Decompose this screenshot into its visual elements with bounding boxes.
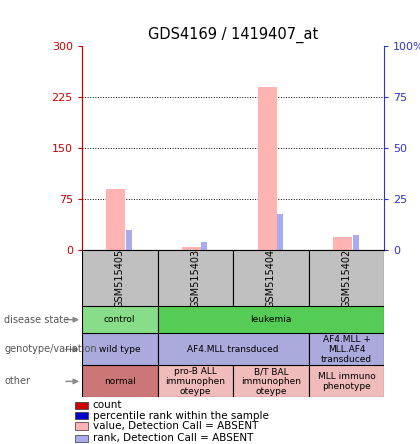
Bar — [82, 333, 158, 365]
Text: other: other — [4, 377, 30, 386]
Bar — [352, 235, 359, 250]
Bar — [309, 365, 384, 397]
Bar — [182, 247, 201, 250]
Bar — [75, 412, 88, 419]
Bar — [158, 365, 233, 397]
Bar — [233, 365, 309, 397]
Bar — [233, 250, 309, 306]
Text: leukemia: leukemia — [250, 315, 291, 324]
Bar — [75, 401, 88, 409]
Bar — [309, 333, 384, 365]
Text: pro-B ALL
immunophen
oteype: pro-B ALL immunophen oteype — [165, 367, 225, 396]
Bar — [158, 333, 309, 365]
Text: control: control — [104, 315, 135, 324]
Text: AF4.MLL +
MLL.AF4
transduced: AF4.MLL + MLL.AF4 transduced — [321, 335, 372, 364]
Text: wild type: wild type — [99, 345, 141, 354]
Text: AF4.MLL transduced: AF4.MLL transduced — [187, 345, 279, 354]
Bar — [158, 250, 233, 306]
Text: value, Detection Call = ABSENT: value, Detection Call = ABSENT — [92, 421, 258, 431]
Bar — [126, 230, 132, 250]
Text: percentile rank within the sample: percentile rank within the sample — [92, 411, 268, 420]
Bar — [277, 214, 283, 250]
Bar — [257, 87, 277, 250]
Text: genotype/variation: genotype/variation — [4, 345, 97, 354]
Bar — [82, 365, 158, 397]
Title: GDS4169 / 1419407_at: GDS4169 / 1419407_at — [148, 27, 318, 44]
Text: count: count — [92, 400, 122, 410]
Text: GSM515405: GSM515405 — [115, 249, 125, 308]
Bar — [75, 435, 88, 442]
Text: rank, Detection Call = ABSENT: rank, Detection Call = ABSENT — [92, 433, 253, 444]
Bar — [158, 306, 384, 333]
Text: GSM515403: GSM515403 — [190, 249, 200, 308]
Text: disease state: disease state — [4, 315, 69, 325]
Text: MLL immuno
phenotype: MLL immuno phenotype — [318, 372, 375, 391]
Bar — [82, 250, 158, 306]
Bar — [82, 306, 158, 333]
Bar — [309, 250, 384, 306]
Text: GSM515404: GSM515404 — [266, 249, 276, 308]
Bar — [75, 422, 88, 429]
Bar — [201, 242, 207, 250]
Text: normal: normal — [104, 377, 136, 386]
Text: GSM515402: GSM515402 — [341, 249, 352, 308]
Text: B/T BAL
immunophen
oteype: B/T BAL immunophen oteype — [241, 367, 301, 396]
Bar — [107, 189, 126, 250]
Bar — [333, 237, 352, 250]
